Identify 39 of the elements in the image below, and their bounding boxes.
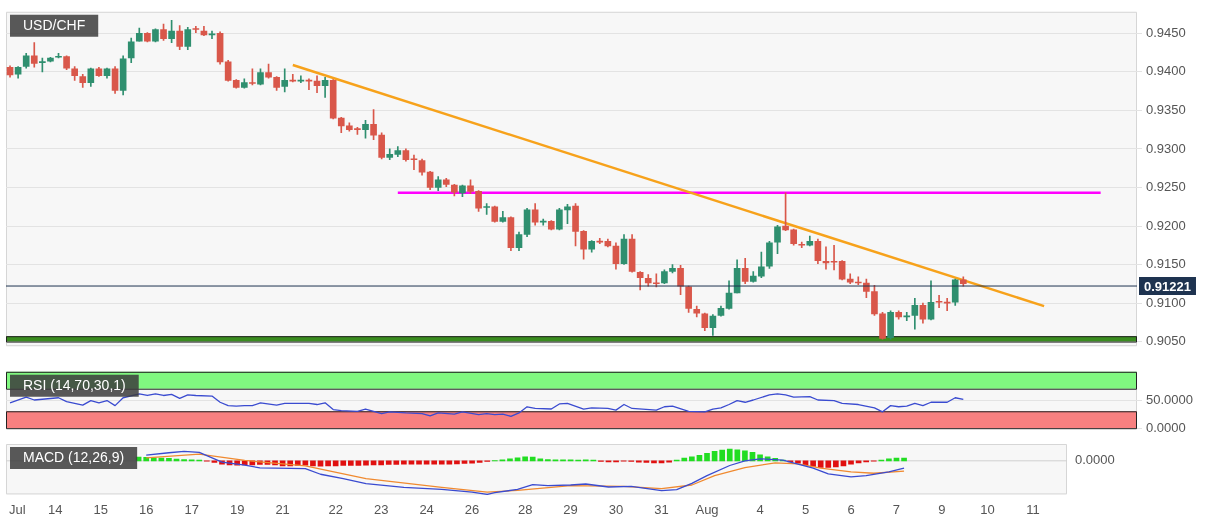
y-tick-label: 50.0000 xyxy=(1146,391,1193,407)
x-tick-label: 30 xyxy=(608,501,624,517)
x-tick-label: 31 xyxy=(654,501,669,517)
y-tick-label: 0.0000 xyxy=(1146,419,1186,435)
x-tick-label: Aug xyxy=(695,501,719,517)
x-tick-label: 17 xyxy=(184,501,199,517)
x-tick-label: 29 xyxy=(563,501,578,517)
y-tick-label: 0.9350 xyxy=(1146,102,1186,117)
x-tick-label: 6 xyxy=(847,501,855,517)
x-tick-label: 10 xyxy=(980,501,995,517)
x-tick-label: 15 xyxy=(93,501,108,517)
x-tick-label: 7 xyxy=(892,501,901,517)
chart-title: USD/CHF xyxy=(23,16,86,33)
y-tick-label: 0.9200 xyxy=(1146,217,1186,233)
ref-line-label: 0.91221 xyxy=(1144,278,1191,294)
x-tick-label: 28 xyxy=(517,501,533,517)
x-tick-label: 16 xyxy=(138,501,154,517)
y-tick-label: 0.9250 xyxy=(1146,179,1186,195)
x-tick-label: 19 xyxy=(229,501,245,517)
chart-title: RSI (14,70,30,1) xyxy=(23,376,126,393)
y-tick-label: 0.9450 xyxy=(1146,24,1186,40)
x-tick-label: 14 xyxy=(48,501,63,517)
chart-title: MACD (12,26,9) xyxy=(23,448,125,465)
y-tick-label: 0.9150 xyxy=(1146,256,1186,272)
y-tick-label: 0.9300 xyxy=(1146,140,1186,156)
x-tick-label: 26 xyxy=(464,501,480,517)
y-tick-label: 0.9050 xyxy=(1146,333,1186,349)
x-tick-label: 21 xyxy=(275,501,290,517)
x-tick-label: 23 xyxy=(373,501,389,517)
y-tick-label: 0.9400 xyxy=(1146,63,1186,79)
x-tick-label: 9 xyxy=(938,501,946,517)
text: 0.0000 xyxy=(1075,452,1115,468)
y-tick-label: 0.9100 xyxy=(1146,294,1186,310)
x-tick-label: 11 xyxy=(1026,501,1040,517)
x-tick-label: 22 xyxy=(328,501,343,517)
x-tick-label: 4 xyxy=(756,501,764,517)
x-tick-label: Jul xyxy=(9,501,26,517)
x-tick-label: 5 xyxy=(801,501,810,517)
x-tick-label: 24 xyxy=(419,501,434,517)
